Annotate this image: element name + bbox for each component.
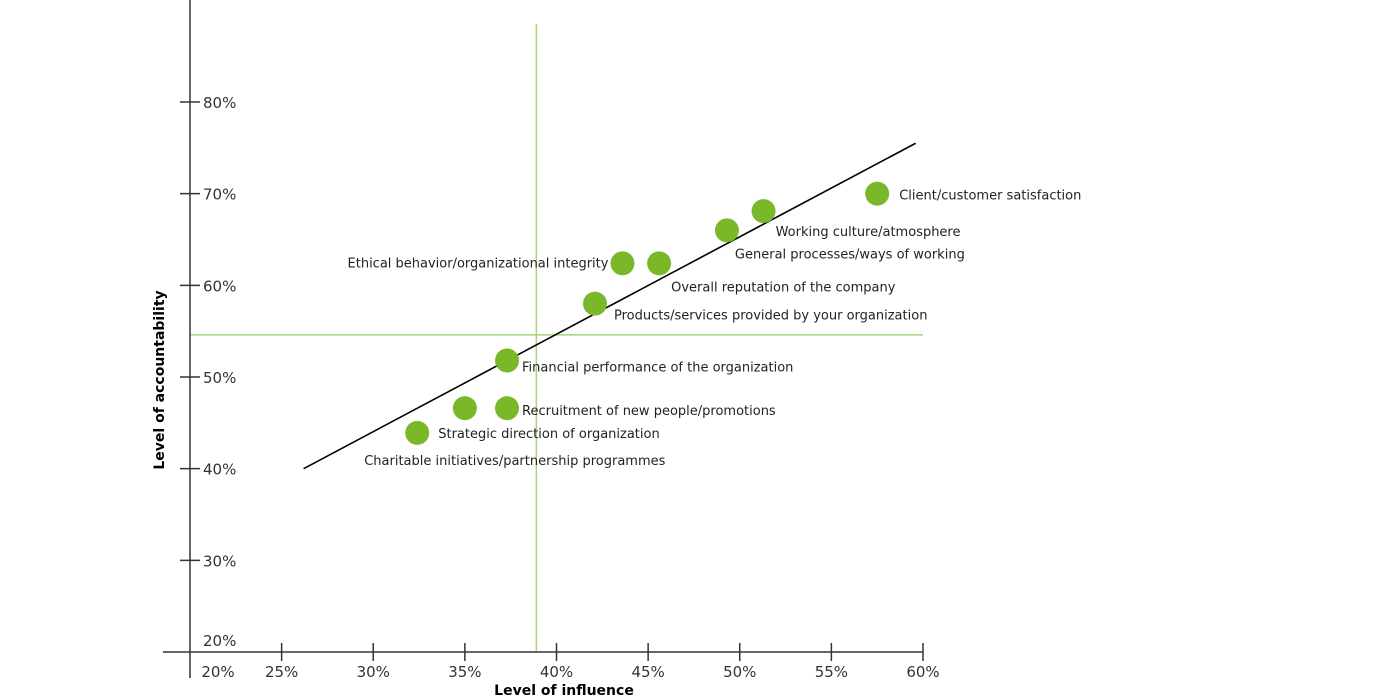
data-point [865, 181, 890, 206]
x-tick-label: 30% [357, 663, 390, 681]
ticks: 20% 25% 30% 35% 40% 45% 50% 55% 60% 20% 30% 40% 50% 6… [180, 94, 940, 681]
trend-line [303, 142, 917, 470]
point-labels: Client/customer satisfaction Working cult… [348, 189, 1082, 469]
y-tick-label: 60% [203, 277, 236, 295]
x-tick-label: 35% [448, 663, 481, 681]
data-point [452, 396, 477, 421]
data-point [495, 396, 520, 421]
axes [163, 0, 923, 678]
data-point [714, 218, 739, 243]
point-label: Products/services provided by your organ… [614, 309, 927, 324]
x-tick-label: 40% [540, 663, 573, 681]
point-label: Client/customer satisfaction [899, 189, 1081, 204]
point-label: Recruitment of new people/promotions [522, 404, 776, 419]
y-tick-label: 80% [203, 94, 236, 112]
x-tick-label: 20% [201, 663, 234, 681]
y-axis-title: Level of accountability [152, 290, 168, 469]
point-label: Ethical behavior/organizational integrit… [348, 256, 609, 271]
x-axis-title: Level of influence [494, 683, 634, 699]
point-label: General processes/ways of working [735, 247, 965, 262]
point-label: Working culture/atmosphere [776, 225, 961, 240]
data-point [610, 251, 635, 276]
y-tick-label: 30% [203, 552, 236, 570]
point-label: Strategic direction of organization [438, 427, 659, 442]
data-point [647, 251, 672, 276]
point-label: Financial performance of the organizatio… [522, 361, 793, 376]
y-tick-label: 20% [203, 632, 236, 650]
reference-lines [190, 24, 923, 652]
point-label: Charitable initiatives/partnership progr… [364, 454, 665, 469]
data-point [751, 199, 776, 224]
x-tick-label: 60% [906, 663, 939, 681]
trend-line-group [303, 142, 917, 470]
data-point [405, 420, 430, 445]
y-tick-label: 70% [203, 186, 236, 204]
point-label: Overall reputation of the company [671, 280, 896, 295]
data-point [582, 291, 607, 316]
y-tick-label: 40% [203, 461, 236, 479]
x-tick-label: 45% [631, 663, 664, 681]
x-tick-label: 55% [815, 663, 848, 681]
data-points [405, 181, 890, 445]
x-tick-label: 25% [265, 663, 298, 681]
x-tick-label: 50% [723, 663, 756, 681]
y-tick-label: 50% [203, 369, 236, 387]
data-point [495, 348, 520, 373]
